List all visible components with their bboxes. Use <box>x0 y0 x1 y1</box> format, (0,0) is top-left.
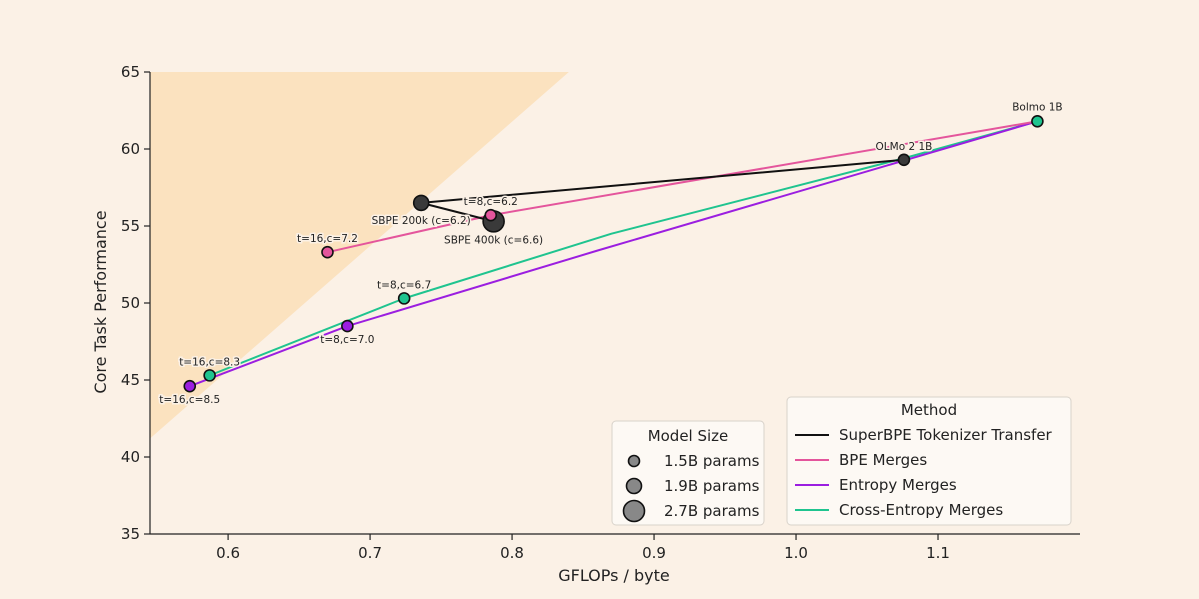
point-label: SBPE 200k (c=6.2) <box>372 215 471 227</box>
model-size-legend-marker <box>625 477 643 495</box>
data-point <box>341 319 354 333</box>
model-size-legend-marker <box>622 499 646 523</box>
point-label: t=16,c=7.2 <box>297 233 358 245</box>
point-label: t=16,c=8.3 <box>179 356 240 368</box>
x-tick-label: 0.6 <box>216 544 240 562</box>
x-tick-label: 0.8 <box>500 544 524 562</box>
data-point <box>484 208 498 222</box>
point-label: SBPE 400k (c=6.6) <box>444 234 543 246</box>
point-label: Bolmo 1B <box>1012 101 1062 113</box>
point-label: t=8,c=6.7 <box>377 279 431 291</box>
method-legend-label: SuperBPE Tokenizer Transfer <box>839 426 1053 444</box>
x-tick-label: 1.1 <box>926 544 950 562</box>
x-tick-label: 0.7 <box>358 544 382 562</box>
y-axis-label: Core Task Performance <box>91 210 110 393</box>
method-legend-title: Method <box>901 401 957 419</box>
y-tick-label: 45 <box>121 371 140 389</box>
model-size-legend-box <box>611 420 765 526</box>
data-point <box>897 153 911 167</box>
y-tick-label: 65 <box>121 63 140 81</box>
method-legend-box <box>786 396 1072 526</box>
model-size-legend-label: 2.7B params <box>664 502 760 520</box>
y-tick-label: 55 <box>121 217 140 235</box>
point-label: OLMo 2 1B <box>876 141 933 153</box>
point-label: t=8,c=6.2 <box>464 196 518 208</box>
model-size-legend: Model Size 1.5B params 1.9B params 2.7B par… <box>611 420 765 526</box>
data-point <box>397 292 411 305</box>
method-legend-label: Cross-Entropy Merges <box>839 501 1003 519</box>
shaded-region <box>150 72 569 439</box>
model-size-legend-label: 1.5B params <box>664 452 760 470</box>
data-points-layer <box>183 114 1044 393</box>
series-line-entropy-merges <box>189 120 1038 388</box>
point-label: t=8,c=7.0 <box>320 334 374 346</box>
x-tick-label: 1.0 <box>784 544 808 562</box>
y-tick-label: 40 <box>121 448 140 466</box>
model-size-legend-marker <box>627 454 641 468</box>
series-line-cross-entropy-merges <box>209 120 1038 377</box>
data-point <box>321 245 334 259</box>
model-size-legend-title: Model Size <box>648 427 729 445</box>
data-point <box>183 379 197 393</box>
data-point <box>1031 114 1044 128</box>
data-point <box>203 369 216 382</box>
y-tick-label: 60 <box>121 140 140 158</box>
method-legend: Method SuperBPE Tokenizer Transfer BPE Mer… <box>786 396 1072 526</box>
model-size-legend-label: 1.9B params <box>664 477 760 495</box>
axes-layer: 0.6 0.7 0.8 0.9 1.0 1.1 35 40 45 50 55 60 65 <box>121 63 1080 562</box>
y-tick-label: 50 <box>121 294 140 312</box>
point-labels-layer: OLMo 2 1B SBPE 200k (c=6.2) SBPE 400k (c=6… <box>158 100 1064 408</box>
shaded-region-layer <box>150 72 569 439</box>
data-point <box>412 194 430 212</box>
y-tick-label: 35 <box>121 525 140 543</box>
x-tick-label: 0.9 <box>642 544 666 562</box>
method-legend-label: Entropy Merges <box>839 476 957 494</box>
method-legend-label: BPE Merges <box>839 451 927 469</box>
point-label: t=16,c=8.5 <box>159 394 220 406</box>
x-axis-label: GFLOPs / byte <box>558 566 670 585</box>
